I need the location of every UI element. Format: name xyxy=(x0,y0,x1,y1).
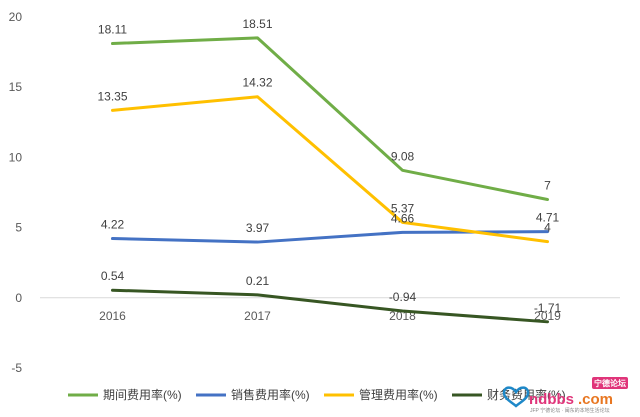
y-tick-label: 15 xyxy=(9,80,23,94)
data-label: 4.22 xyxy=(101,218,125,232)
data-label: 4 xyxy=(544,221,551,235)
x-tick-label: 2017 xyxy=(244,309,271,323)
data-label: 0.54 xyxy=(101,269,125,283)
watermark-tag-bg xyxy=(592,377,628,389)
series-line xyxy=(111,36,549,202)
data-label: 7 xyxy=(544,179,551,193)
watermark-subtitle: JFP 宁德论坛 · 闽东的本地生活论坛 xyxy=(530,407,610,414)
data-label: 13.35 xyxy=(97,89,127,103)
heart-logo-icon xyxy=(502,386,530,408)
legend-entry: 管理费用率(%) xyxy=(359,387,438,402)
data-label: 4.66 xyxy=(391,211,415,225)
data-label: 14.32 xyxy=(242,76,272,90)
legend-entry: 销售费用率(%) xyxy=(231,387,310,402)
watermark-brand: ndbbs xyxy=(529,391,574,408)
series-line xyxy=(111,95,549,244)
data-label: 3.97 xyxy=(246,221,270,235)
x-tick-label: 2016 xyxy=(99,309,126,323)
data-label: 4.71 xyxy=(536,211,560,225)
data-label: -1.71 xyxy=(534,301,562,315)
data-label: 0.21 xyxy=(246,274,270,288)
legend-entry: 期间费用率(%) xyxy=(103,387,182,402)
y-tick-label: 20 xyxy=(9,10,23,24)
data-label: -0.94 xyxy=(389,290,417,304)
y-tick-label: 10 xyxy=(9,150,23,164)
data-labels: 18.11 18.51 9.08 7 4.22 3.97 4.66 4.71 13.35 14.3… xyxy=(97,17,561,315)
data-label: 9.08 xyxy=(391,149,415,163)
watermark-tag: 宁德论坛 xyxy=(594,378,626,388)
watermark-suffix: .com xyxy=(578,391,613,408)
legend: 期间费用率(%) 销售费用率(%) 管理费用率(%) 财务费用率(%) xyxy=(68,387,566,402)
y-tick-label: 0 xyxy=(15,291,22,305)
y-tick-label: -5 xyxy=(11,361,22,375)
data-label: 5.37 xyxy=(391,201,415,215)
y-tick-label: 5 xyxy=(15,221,22,235)
x-tick-label: 2019 xyxy=(534,309,561,323)
data-label: 18.11 xyxy=(98,23,127,37)
series-line xyxy=(111,288,549,324)
data-label: 18.51 xyxy=(242,17,272,31)
y-axis: -5 0 5 10 15 20 xyxy=(9,10,23,375)
watermark-logo: ndbbs .com 宁德论坛 JFP 宁德论坛 · 闽东的本地生活论坛 xyxy=(502,377,628,414)
x-axis: 2016 2017 2018 2019 xyxy=(99,309,561,323)
series-lines xyxy=(111,36,549,324)
